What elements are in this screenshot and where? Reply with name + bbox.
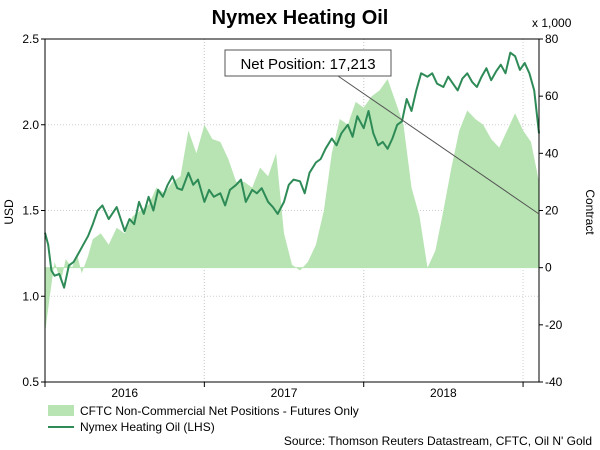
x-tick-label-1: 2017: [271, 386, 298, 400]
area-series-layer: [45, 79, 539, 334]
right-axis: -40 -20 0 20 40 60 80: [539, 32, 563, 389]
left-tick-label-2: 1.5: [22, 204, 39, 218]
callout-text: Net Position: 17,213: [240, 56, 375, 73]
left-axis-title: USD: [2, 199, 16, 225]
right-tick-label-5: 60: [545, 89, 559, 103]
line-series-layer: [44, 51, 540, 289]
right-tick-label-2: 0: [545, 261, 552, 275]
legend-area-swatch: [48, 405, 74, 416]
left-tick-label-3: 2.0: [22, 118, 39, 132]
right-axis-unit: x 1,000: [532, 16, 572, 30]
right-tick-label-1: -20: [545, 318, 563, 332]
callout-box: [224, 49, 392, 77]
x-axis: 2016 2017 2018: [44, 382, 524, 400]
right-tick-label-3: 20: [545, 204, 559, 218]
right-tick-label-0: -40: [545, 375, 563, 389]
left-axis: 0.5 1.0 1.5 2.0 2.5: [22, 32, 45, 389]
callout-leader-line: [337, 75, 540, 215]
source-note: Source: Thomson Reuters Datastream, CFTC…: [284, 434, 592, 448]
x-tick-label-2: 2018: [430, 386, 457, 400]
right-axis-title: Contract: [583, 189, 597, 235]
chart-title: Nymex Heating Oil: [212, 7, 389, 29]
legend-area-label: CFTC Non-Commercial Net Positions - Futu…: [80, 404, 359, 418]
right-tick-label-4: 40: [545, 146, 559, 160]
left-tick-label-0: 0.5: [22, 375, 39, 389]
right-tick-label-6: 80: [545, 32, 559, 46]
left-tick-label-1: 1.0: [22, 289, 39, 303]
series-line-heating-oil: [44, 51, 540, 289]
legend-line-label: Nymex Heating Oil (LHS): [80, 420, 215, 434]
x-tick-label-0: 2016: [111, 386, 138, 400]
series-area-net-positions: [45, 79, 539, 334]
left-tick-label-4: 2.5: [22, 32, 39, 46]
